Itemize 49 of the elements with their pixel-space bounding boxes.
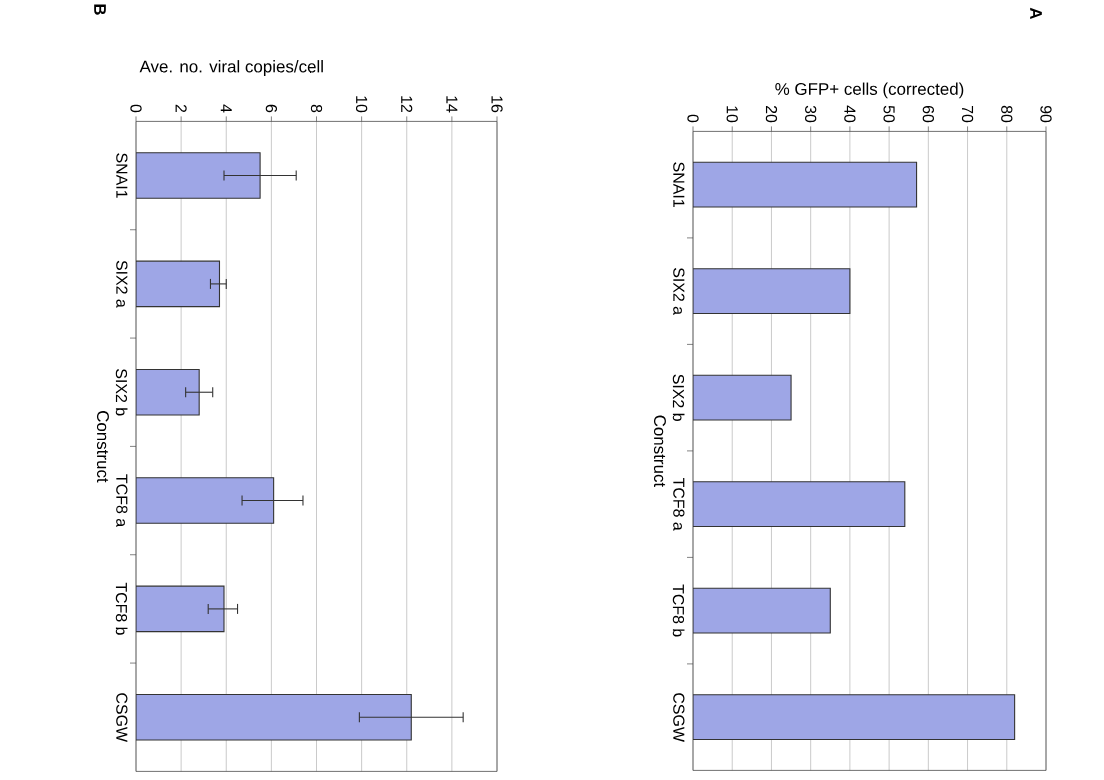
x-axis-title: % GFP+ cells (corrected): [775, 82, 964, 99]
x-tick-label: 16: [491, 96, 503, 112]
x-tick-label: 10: [726, 106, 738, 123]
x-tick-label: 70: [961, 105, 974, 123]
y-tick-label: TCF8 a: [116, 474, 128, 527]
x-tick-label: 50: [883, 105, 895, 123]
bar: [693, 587, 831, 634]
x-tick-label: 0: [687, 114, 699, 123]
chart-title: B: [94, 4, 106, 15]
bar: [136, 260, 221, 308]
x-tick-label: 20: [765, 105, 778, 123]
bar: [693, 268, 851, 314]
x-tick-label: 0: [130, 104, 142, 113]
x-tick-label: 40: [844, 105, 856, 123]
y-tick-label: CSGW: [116, 693, 128, 742]
bar: [136, 693, 412, 741]
y-axis-title: Construct: [653, 415, 666, 487]
y-tick-label: SIX2 b: [115, 368, 128, 416]
x-tick-label: 60: [922, 105, 934, 123]
x-tick-label: 10: [355, 96, 368, 113]
bar: [693, 694, 1016, 740]
y-tick-label: SNAI1: [673, 162, 685, 207]
bar: [693, 161, 918, 208]
y-tick-label: CSGW: [673, 692, 685, 742]
x-tick-label: 8: [310, 104, 323, 112]
x-tick-label: 14: [446, 96, 458, 113]
x-axis-title: Ave. no. viral copies/cell: [139, 59, 323, 76]
y-tick-label: TCF8 b: [672, 584, 685, 637]
x-tick-label: 30: [805, 105, 817, 123]
bar: [136, 368, 200, 416]
y-tick-label: SIX2 b: [672, 374, 685, 421]
y-axis-title: Construct: [96, 410, 109, 483]
y-tick-label: TCF8 a: [673, 477, 685, 531]
y-tick-label: SIX2 a: [673, 267, 685, 315]
x-tick-label: 4: [220, 104, 232, 113]
bar: [693, 481, 906, 527]
bar: [136, 152, 261, 199]
bar: [136, 585, 225, 633]
x-tick-label: 2: [175, 104, 187, 112]
x-tick-label: 80: [1001, 105, 1013, 123]
bar: [693, 374, 792, 421]
chart-title: A: [1030, 7, 1042, 19]
x-tick-label: 90: [1040, 105, 1052, 123]
x-tick-label: 12: [401, 96, 413, 112]
y-tick-label: TCF8 b: [115, 582, 128, 635]
x-tick-label: 6: [265, 104, 278, 112]
y-tick-label: SNAI1: [116, 153, 128, 198]
bar: [136, 477, 275, 524]
y-tick-label: SIX2 a: [116, 260, 128, 308]
